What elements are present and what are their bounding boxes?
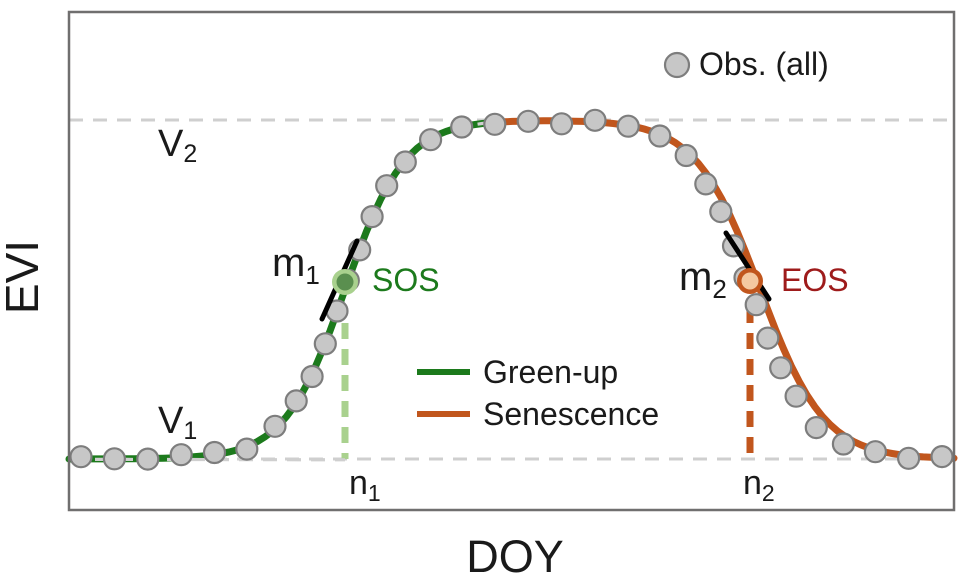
svg-text:EOS: EOS — [781, 262, 849, 298]
svg-text:n1: n1 — [349, 464, 381, 506]
svg-text:SOS: SOS — [372, 262, 440, 298]
svg-text:Senescence: Senescence — [483, 396, 659, 432]
svg-text:m1: m1 — [272, 241, 320, 290]
svg-text:DOY: DOY — [466, 531, 564, 582]
svg-text:V1: V1 — [158, 400, 197, 445]
svg-text:n2: n2 — [743, 464, 775, 506]
svg-text:Green-up: Green-up — [483, 354, 618, 390]
svg-text:V2: V2 — [158, 123, 197, 168]
svg-text:Obs. (all): Obs. (all) — [699, 46, 829, 82]
svg-text:EVI: EVI — [0, 240, 48, 314]
svg-text:m2: m2 — [679, 255, 727, 304]
